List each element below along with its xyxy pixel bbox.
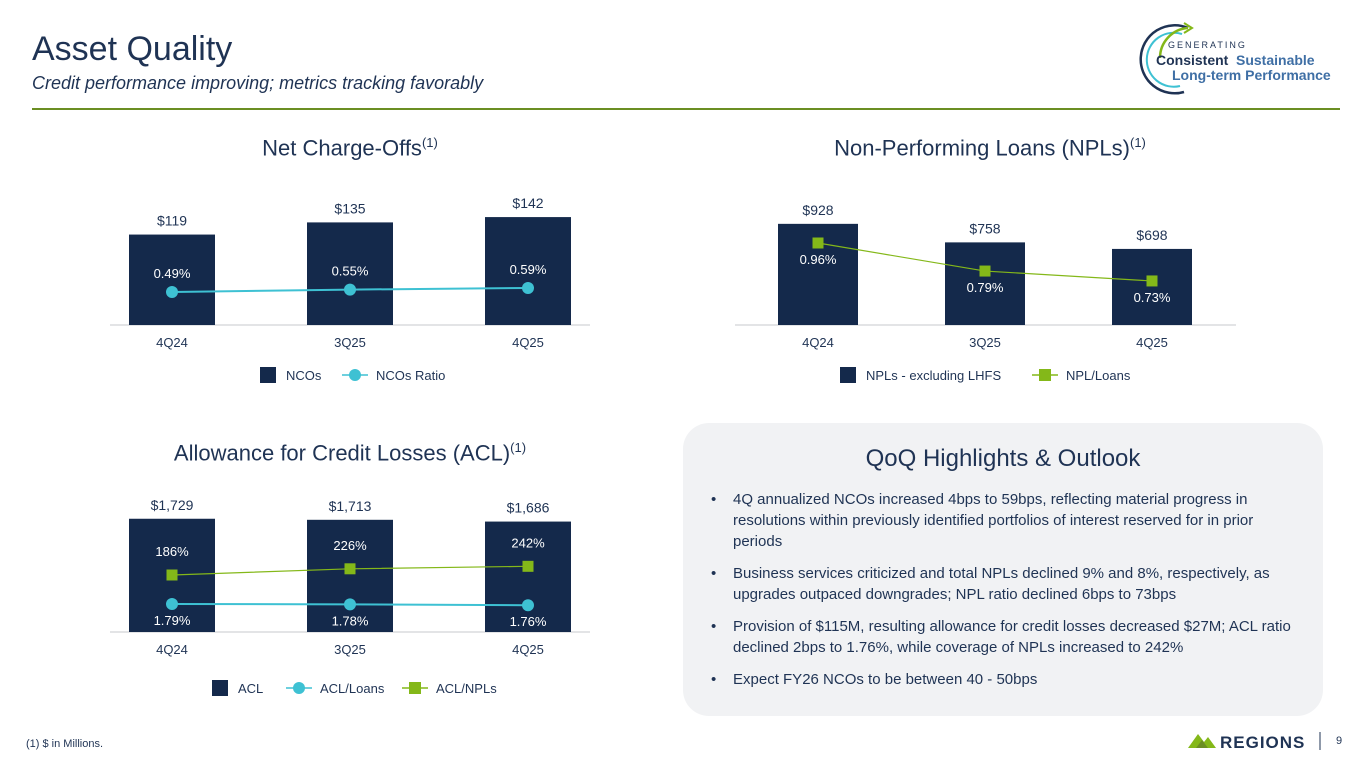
chart-acl-title: Allowance for Credit Losses (ACL)(1) [120,440,580,466]
point-value-label: 1.79% [154,613,191,628]
x-tick-label: 4Q25 [1136,335,1168,350]
legend-label: ACL [238,681,263,696]
chart-acl-title-text: Allowance for Credit Losses (ACL) [173,440,511,466]
bar-value-label: $119 [157,213,187,229]
bar [307,222,393,325]
line-point [344,563,356,575]
chart-npl-title-sup: (1) [1130,135,1146,150]
x-tick-label: 4Q25 [512,642,544,657]
bar-value-label: $1,713 [329,498,372,514]
legend-marker [1039,369,1051,381]
legend-swatch [260,367,276,383]
bar [1112,248,1192,325]
x-tick-label: 3Q25 [334,335,366,350]
generating-logo: GENERATING Consistent Sustainable Long-t… [1139,22,1331,95]
legend-label: NPLs - excluding LHFS [866,368,1001,383]
logo-line1: GENERATING [1168,40,1247,50]
bar-value-label: $1,686 [507,500,550,516]
page-number: 9 [1336,735,1342,747]
page-subtitle: Credit performance improving; metrics tr… [32,73,484,93]
bar [485,217,571,325]
chart-npl-title: Non-Performing Loans (NPLs)(1) [760,135,1220,161]
highlight-item: 4Q annualized NCOs increased 4bps to 59b… [711,489,1301,552]
chart-acl-title-sup: (1) [510,440,527,455]
bar [129,234,215,325]
line-point [812,237,824,249]
chart-nco-title: Net Charge-Offs(1) [130,135,570,161]
point-value-label: 0.55% [332,264,369,279]
chart-npl-title-text: Non-Performing Loans (NPLs) [834,135,1130,161]
point-value-label: 1.76% [510,614,547,629]
bar [945,242,1025,325]
bar-value-label: $1,729 [151,497,194,513]
line-point [522,282,534,294]
legend-swatch [212,680,228,696]
x-tick-label: 3Q25 [334,642,366,657]
legend-swatch [840,367,856,383]
legend-label: NPL/Loans [1066,368,1131,383]
legend-marker [349,369,361,381]
legend-label: NCOs [286,368,322,383]
highlight-item: Expect FY26 NCOs to be between 40 - 50bp… [711,669,1301,690]
point-value-label: 0.79% [967,280,1004,295]
line-point [166,569,178,581]
point-value-label: 242% [511,535,545,550]
chart-nco-title-text: Net Charge-Offs [262,135,422,161]
point-value-label: 1.78% [332,613,369,628]
line-point [344,283,356,296]
line-point [522,599,534,612]
highlights-title: QoQ Highlights & Outlook [865,445,1141,472]
logo-line2b: Sustainable [1236,52,1315,68]
regions-logo: REGIONS 9 [1188,732,1342,752]
page-title: Asset Quality [32,30,233,68]
chart-nco-title-sup: (1) [421,135,438,150]
line-point [344,598,356,611]
point-value-label: 0.49% [154,266,191,281]
logo-line2a: Consistent [1156,52,1229,68]
point-value-label: 186% [155,544,189,559]
bar [485,521,571,632]
point-value-label: 0.59% [510,262,547,277]
footnote: (1) $ in Millions. [26,738,104,750]
logo-line3: Long-term Performance [1172,67,1331,83]
line-point [979,265,991,277]
x-tick-label: 4Q24 [156,335,188,350]
line-point [522,560,534,572]
x-tick-label: 4Q25 [512,335,544,350]
bar-value-label: $698 [1136,227,1167,243]
legend-label: ACL/NPLs [436,681,497,696]
highlight-item: Provision of $115M, resulting allowance … [711,616,1301,658]
highlights-panel: QoQ Highlights & Outlook 4Q annualized N… [683,423,1323,716]
line-point [166,286,178,298]
legend-marker [409,682,421,694]
bar-value-label: $142 [512,195,543,211]
header-divider [32,108,1340,110]
point-value-label: 226% [333,538,367,553]
line-point [166,598,178,610]
legend-label: ACL/Loans [320,681,385,696]
point-value-label: 0.96% [800,252,837,267]
bar-value-label: $758 [969,220,1000,236]
line-point [1146,275,1158,287]
legend-marker [293,682,305,694]
x-tick-label: 4Q24 [156,642,188,657]
x-tick-label: 4Q24 [802,335,834,350]
highlights-list: 4Q annualized NCOs increased 4bps to 59b… [711,489,1301,701]
bar [307,519,393,632]
highlight-item: Business services criticized and total N… [711,563,1301,605]
point-value-label: 0.73% [1134,290,1171,305]
regions-wordmark: REGIONS [1220,733,1305,752]
x-tick-label: 3Q25 [969,335,1001,350]
legend-label: NCOs Ratio [376,368,445,383]
bar-value-label: $928 [802,202,833,218]
bar-value-label: $135 [334,200,365,216]
